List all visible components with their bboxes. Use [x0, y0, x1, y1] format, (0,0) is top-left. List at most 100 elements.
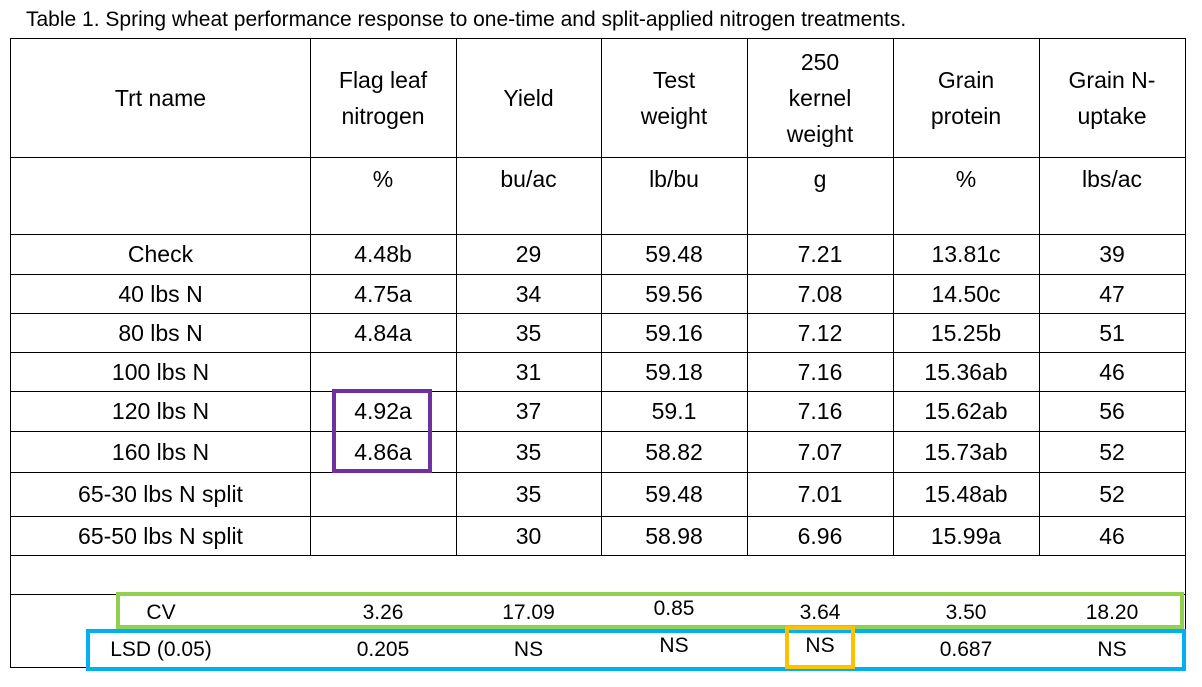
unit-cell: [11, 157, 310, 201]
table-cell: 13.81c: [931, 241, 1001, 267]
stat-cell: 18.20: [1085, 601, 1139, 624]
column-header-line: kernel: [788, 85, 852, 111]
column-header-line: nitrogen: [341, 103, 425, 129]
column-divider: [893, 39, 894, 555]
table-cell: 30: [515, 522, 542, 549]
column-header: Test weight: [601, 39, 747, 157]
row-divider: [11, 352, 1185, 353]
table-cell: 59.48: [645, 241, 703, 267]
treatment-name: 160 lbs N: [111, 438, 210, 465]
table-cell: 39: [1099, 241, 1125, 267]
row-divider: [11, 274, 1185, 275]
table-cell: 59.56: [645, 280, 703, 307]
table-cell: 59.16: [645, 319, 703, 346]
column-divider: [601, 39, 602, 555]
column-header-line: weight: [786, 121, 854, 147]
table-cell: 7.21: [797, 241, 843, 267]
row-divider: [11, 391, 1185, 392]
column-header: Flag leaf nitrogen: [310, 39, 456, 157]
table-cell: 29: [515, 241, 542, 267]
stat-label: CV: [146, 601, 176, 624]
table-cell: 7.01: [797, 481, 843, 507]
table-cell: 59.48: [645, 481, 703, 507]
table-cell: 7.16: [797, 358, 843, 385]
column-header-line: Test: [652, 67, 696, 93]
stat-cell: NS: [513, 638, 544, 661]
table-cell: 37: [515, 398, 542, 424]
table-cell: 46: [1099, 358, 1125, 385]
table-cell: 46: [1099, 522, 1125, 549]
treatment-name: Check: [127, 241, 194, 267]
column-header-line: 250: [800, 49, 840, 75]
column-header: 250 kernel weight: [747, 39, 893, 157]
unit-cell: %: [955, 166, 977, 192]
table-cell: 15.25b: [930, 319, 1002, 346]
column-header: Grain N-uptake: [1039, 39, 1185, 157]
table-cell: 51: [1099, 319, 1125, 346]
unit-cell: %: [372, 166, 394, 192]
stat-cell: NS: [805, 634, 835, 657]
stat-cell: 3.64: [799, 601, 841, 624]
column-divider: [1039, 39, 1040, 555]
row-divider: [11, 313, 1185, 314]
stat-label: LSD (0.05): [110, 638, 212, 661]
column-header-line: Yield: [503, 85, 554, 111]
table-cell: 15.73ab: [924, 438, 1008, 465]
table-cell: 56: [1099, 398, 1125, 424]
unit-cell: bu/ac: [500, 166, 557, 192]
table-cell: 4.75a: [354, 280, 412, 307]
table-cell: 4.86a: [354, 438, 412, 465]
table-cell: [310, 516, 456, 555]
table-cell: 7.07: [797, 438, 843, 465]
stat-cell: 0.205: [356, 638, 410, 661]
table-cell: 35: [515, 481, 542, 507]
table-cell: 59.18: [645, 358, 703, 385]
column-divider: [747, 39, 748, 555]
treatment-name: 100 lbs N: [111, 358, 210, 385]
table-cell: 15.62ab: [924, 398, 1008, 424]
column-header-line: Trt name: [114, 85, 207, 111]
table-cell: 52: [1099, 481, 1125, 507]
column-header-line: protein: [930, 103, 1002, 129]
table-cell: 47: [1099, 280, 1125, 307]
row-divider: [11, 555, 1185, 556]
lsd-row-highlight-box: [86, 629, 1186, 671]
table-cell: 7.16: [797, 398, 843, 424]
unit-cell: lbs/ac: [1081, 166, 1143, 192]
row-divider: [11, 157, 1185, 158]
table-cell: 15.48ab: [924, 481, 1008, 507]
table-cell: [310, 352, 456, 391]
stat-cell: 0.687: [939, 638, 993, 661]
column-header: Grain protein: [893, 39, 1039, 157]
column-header-line: Grain: [937, 67, 995, 93]
flag-leaf-highlight-box: [332, 389, 432, 473]
unit-cell: lb/bu: [649, 166, 699, 192]
stat-cell: 0.85: [653, 597, 695, 620]
row-divider: [11, 431, 1185, 432]
table-cell: 35: [515, 438, 542, 465]
stat-cell: 3.26: [362, 601, 404, 624]
table-cell: 58.82: [645, 438, 703, 465]
treatment-name: 80 lbs N: [118, 319, 203, 346]
unit-cell: g: [813, 166, 827, 192]
treatment-name: 120 lbs N: [111, 398, 210, 424]
column-header-line: weight: [640, 103, 708, 129]
table-cell: 35: [515, 319, 542, 346]
column-divider: [456, 39, 457, 555]
row-divider: [11, 516, 1185, 517]
table-cell: 52: [1099, 438, 1125, 465]
table-cell: 15.99a: [930, 522, 1002, 549]
table-caption: Table 1. Spring wheat performance respon…: [26, 8, 907, 31]
stat-cell: NS: [1097, 638, 1127, 661]
column-header: Trt name: [11, 39, 310, 157]
table-cell: 15.36ab: [924, 358, 1008, 385]
column-header-line: Flag leaf: [338, 67, 428, 93]
treatment-name: 65-50 lbs N split: [78, 522, 243, 549]
table-cell: 4.92a: [354, 398, 412, 424]
table-cell: 7.12: [797, 319, 843, 346]
cv-row-highlight-box: [116, 592, 1184, 629]
table-cell: 34: [515, 280, 542, 307]
column-header-line: uptake: [1077, 103, 1147, 129]
stat-cell: NS: [659, 634, 689, 657]
table-cell: 7.08: [797, 280, 843, 307]
